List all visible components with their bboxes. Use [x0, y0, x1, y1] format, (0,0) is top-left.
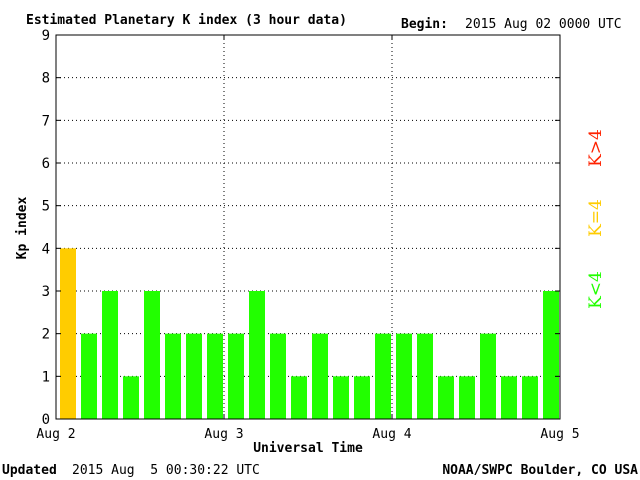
kp-bar: [501, 376, 517, 419]
kp-bar: [144, 291, 160, 419]
begin-label: Begin:: [401, 17, 448, 32]
y-tick-label: 7: [42, 113, 50, 129]
y-tick-label: 3: [42, 284, 50, 300]
kp-bar: [522, 376, 538, 419]
kp-bar: [207, 333, 223, 419]
legend-k-greater-4: K>4: [586, 129, 606, 167]
y-tick-label: 2: [42, 327, 50, 343]
y-tick-label: 9: [42, 28, 50, 44]
x-tick-label: Aug 4: [372, 427, 411, 442]
plot-frame: [55, 34, 561, 420]
kp-bar: [270, 333, 286, 419]
gridlines: [56, 35, 560, 419]
kp-bar: [480, 333, 496, 419]
y-axis-ticks: 0 1 2 3 4 5 6 7 8 9: [42, 28, 560, 428]
begin-value: 2015 Aug 02 0000 UTC: [465, 17, 622, 32]
kp-bar: [102, 291, 118, 419]
kp-bar: [60, 248, 76, 419]
chart-title: Estimated Planetary K index (3 hour data…: [26, 13, 347, 28]
y-tick-label: 6: [42, 156, 50, 172]
kp-bar: [123, 376, 139, 419]
x-axis-ticks: Aug 2 Aug 3 Aug 4 Aug 5: [36, 35, 580, 442]
y-tick-label: 0: [42, 412, 50, 428]
kp-bar: [186, 333, 202, 419]
kp-bar: [354, 376, 370, 419]
kp-bar: [375, 333, 391, 419]
x-tick-label: Aug 2: [36, 427, 75, 442]
bars: [60, 248, 559, 419]
updated-label: Updated: [2, 463, 57, 478]
kp-bar: [228, 333, 244, 419]
kp-bar: [543, 291, 559, 419]
kp-bar: [417, 333, 433, 419]
legend-k-less-4: K<4: [586, 271, 606, 309]
kp-bar: [333, 376, 349, 419]
x-tick-label: Aug 5: [540, 427, 579, 442]
y-tick-label: 4: [42, 241, 50, 257]
x-tick-label: Aug 3: [204, 427, 243, 442]
y-axis-label: Kp index: [15, 197, 30, 260]
updated-value: 2015 Aug 5 00:30:22 UTC: [72, 463, 260, 478]
y-tick-label: 8: [42, 71, 50, 87]
kp-bar: [438, 376, 454, 419]
kp-bar: [165, 333, 181, 419]
kp-bar: [249, 291, 265, 419]
kp-bar: [312, 333, 328, 419]
kp-bar: [81, 333, 97, 419]
source-credit: NOAA/SWPC Boulder, CO USA: [442, 463, 638, 478]
kp-bar: [459, 376, 475, 419]
kp-bar: [291, 376, 307, 419]
x-axis-label: Universal Time: [253, 441, 363, 456]
legend-k-equal-4: K=4: [586, 199, 606, 237]
y-tick-label: 5: [42, 199, 50, 215]
kp-bar: [396, 333, 412, 419]
y-tick-label: 1: [42, 369, 50, 385]
